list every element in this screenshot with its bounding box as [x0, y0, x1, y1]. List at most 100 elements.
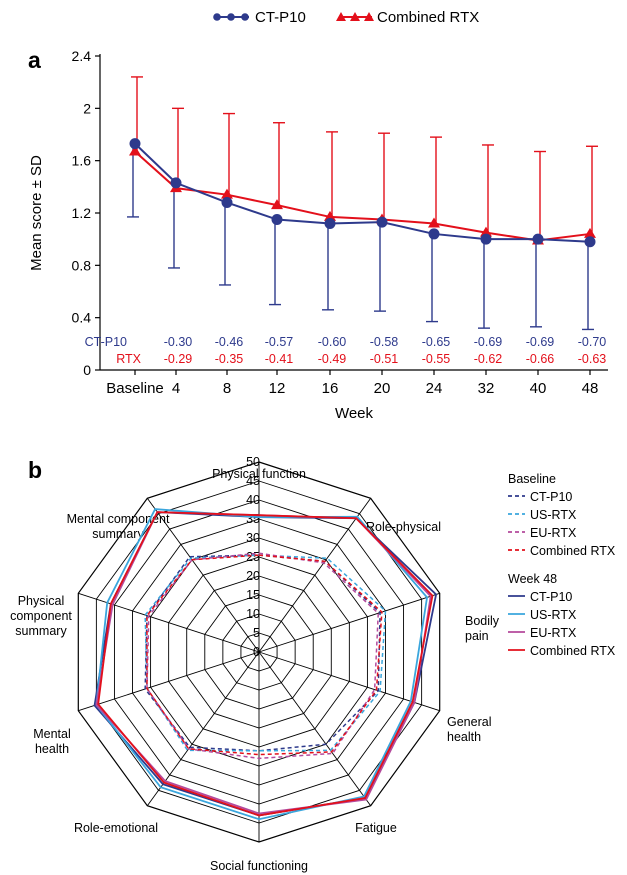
radar-axis-label: General health: [447, 715, 491, 744]
change-value-rtx: -0.29: [164, 352, 193, 366]
change-value-rtx: -0.35: [215, 352, 244, 366]
data-point-ct-p10: [324, 217, 336, 229]
y-tick-label: 0.8: [72, 257, 92, 273]
radar-axis-label: Mental health: [33, 727, 71, 756]
radar-axis-label-line: pain: [465, 629, 489, 643]
legend-marker-rtx: [364, 12, 374, 21]
radar-axis-label-line: component: [10, 609, 72, 623]
change-value-ct-p10: -0.60: [318, 335, 347, 349]
legend-label-rtx: Combined RTX: [377, 9, 479, 26]
change-value-rtx: -0.51: [370, 352, 399, 366]
data-point-rtx: [584, 227, 596, 238]
radar-legend-label: CT-P10: [530, 590, 572, 604]
radar-axis-label-line: Role-emotional: [74, 821, 158, 835]
y-tick-label: 2: [83, 100, 91, 116]
radar-series-baseline-eu-rtx: [146, 552, 380, 760]
data-point-ct-p10: [532, 233, 544, 245]
radar-spoke: [146, 498, 260, 653]
panel-label-a: a: [28, 47, 41, 73]
legend-marker-rtx: [350, 12, 360, 21]
radar-legend-label: Combined RTX: [530, 644, 616, 658]
y-tick-label: 2.4: [72, 48, 92, 64]
x-tick-label: 8: [223, 380, 231, 397]
radar-legend-title: Baseline: [508, 472, 556, 486]
radar-axis-label-line: Mental: [33, 727, 71, 741]
radar-spoke: [78, 651, 260, 712]
data-point-ct-p10: [271, 214, 283, 226]
x-tick-label: 40: [530, 380, 547, 397]
radar-series-week48-combined-rtx: [97, 511, 434, 817]
change-value-ct-p10: -0.46: [215, 335, 244, 349]
radar-legend-title: Week 48: [508, 572, 557, 586]
legend-label-ct-p10: CT-P10: [255, 9, 306, 26]
data-point-ct-p10: [428, 228, 440, 240]
radar-axis-label: Bodily pain: [465, 614, 500, 643]
data-point-ct-p10: [480, 233, 492, 245]
radar-tick-label: 15: [246, 588, 260, 602]
radar-axis-label: Physical function: [212, 467, 306, 481]
radar-axis-label: Physical component summary: [10, 594, 72, 638]
radar-axis-label: Social functioning: [210, 859, 308, 873]
radar-axis-label-line: health: [447, 730, 481, 744]
data-point-ct-p10: [221, 197, 233, 209]
y-tick-label: 0: [83, 362, 91, 378]
change-value-rtx: -0.63: [578, 352, 607, 366]
series-line-ct-p10: [134, 142, 591, 243]
radar-axis-label-line: Mental component: [67, 512, 170, 526]
x-tick-label: 20: [374, 380, 391, 397]
radar-tick-label: 5: [253, 626, 260, 640]
data-point-rtx: [428, 217, 440, 228]
radar-axis-label-line: Physical function: [212, 467, 306, 481]
data-point-ct-p10: [584, 236, 596, 248]
change-value-rtx: -0.66: [526, 352, 555, 366]
radar-legend-label: US-RTX: [530, 508, 577, 522]
data-point-rtx: [129, 145, 141, 156]
radar-axis-label-line: Fatigue: [355, 821, 397, 835]
radar-tick-label: 30: [246, 531, 260, 545]
radar-axis-label-line: summary: [15, 624, 67, 638]
radar-legend-label: CT-P10: [530, 490, 572, 504]
radar-axis-label: Mental component summary: [67, 512, 170, 541]
legend-marker-ct-p10: [241, 13, 249, 21]
y-tick-label: 1.2: [72, 205, 92, 221]
radar-axis-label-line: Social functioning: [210, 859, 308, 873]
data-point-ct-p10: [129, 138, 141, 150]
radar-tick-label: 45: [246, 474, 260, 488]
radar-axis-label-line: Physical: [18, 594, 65, 608]
change-value-ct-p10: -0.58: [370, 335, 399, 349]
radar-axis-label-line: Role-physical: [366, 520, 441, 534]
change-value-ct-p10: -0.70: [578, 335, 607, 349]
radar-axis-label-line: Bodily: [465, 614, 500, 628]
radar-spoke: [258, 651, 372, 806]
radar-axis-label-line: health: [35, 742, 69, 756]
radar-series-baseline-combined-rtx: [146, 554, 383, 756]
change-row-label-rtx: RTX: [116, 352, 141, 366]
change-value-rtx: -0.62: [474, 352, 503, 366]
radar-tick-label: 40: [246, 493, 260, 507]
x-tick-label: 24: [426, 380, 443, 397]
legend-marker-ct-p10: [213, 13, 221, 21]
x-tick-label: 4: [172, 380, 180, 397]
radar-tick-label: 10: [246, 607, 260, 621]
legend-marker-ct-p10: [227, 13, 235, 21]
data-point-rtx: [221, 188, 233, 199]
data-point-rtx: [480, 226, 492, 237]
change-value-ct-p10: -0.69: [526, 335, 555, 349]
y-axis-title: Mean score ± SD: [28, 155, 45, 271]
panel-label-b: b: [28, 457, 42, 483]
change-value-ct-p10: -0.30: [164, 335, 193, 349]
x-axis-title: Week: [335, 405, 374, 422]
radar-spoke: [146, 651, 260, 806]
radar-legend-label: EU-RTX: [530, 526, 577, 540]
radar-legend-label: US-RTX: [530, 608, 577, 622]
x-tick-label: 48: [582, 380, 599, 397]
radar-axis-label: Role-physical: [366, 520, 441, 534]
radar-spoke: [78, 592, 260, 653]
radar-legend-label: EU-RTX: [530, 626, 577, 640]
change-value-rtx: -0.55: [422, 352, 451, 366]
change-value-rtx: -0.49: [318, 352, 347, 366]
series-line-combined-rtx: [134, 150, 591, 242]
